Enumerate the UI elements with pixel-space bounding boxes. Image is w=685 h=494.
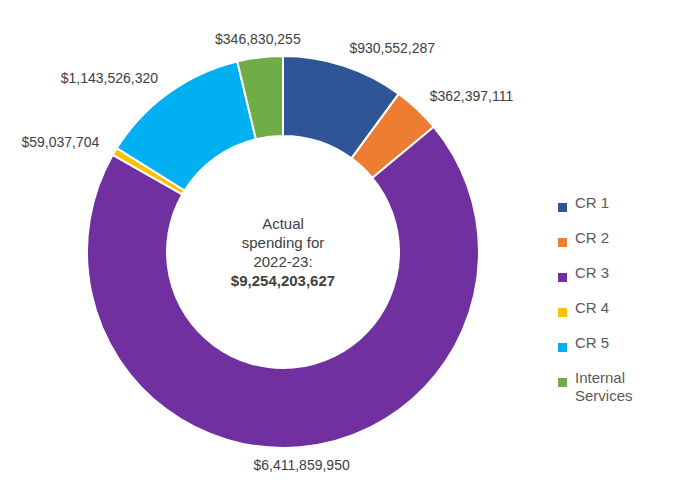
slice [87,127,479,448]
legend-entry: CR 5 [575,334,609,351]
legend-entry: InternalServices [575,369,633,404]
text-line: Internal [575,369,625,386]
center-label: Actual spending for 2022-23: [242,215,325,270]
legend-entry: CR 3 [575,264,609,281]
legend-swatch [558,238,567,247]
legend-entry: CR 4 [575,299,609,316]
legend-swatch [558,378,567,387]
legend-entry: CR 2 [575,229,609,246]
text-line: Actual [262,215,304,232]
legend-swatch [558,343,567,352]
text-line: CR 4 [575,299,609,316]
legend: CR 1 CR 2 CR 3 CR 4 CR 5 InternalServices [558,194,633,404]
slice [237,56,283,139]
text-line: CR 1 [575,194,609,211]
legend-entry: CR 1 [575,194,609,211]
text-line: CR 2 [575,229,609,246]
data-label: $6,411,859,950 [253,457,349,473]
center-value: $9,254,203,627 [231,272,335,289]
plot [87,56,479,448]
data-label: $362,397,111 [430,88,514,104]
legend-swatch [558,203,567,212]
text-line: Services [575,387,633,404]
data-label: $930,552,287 [349,40,435,56]
text-line: CR 5 [575,334,609,351]
text-line: CR 3 [575,264,609,281]
data-label: $346,830,255 [215,31,301,47]
legend-swatch [558,273,567,282]
text-line: 2022-23: [253,253,312,270]
data-label: $59,037,704 [21,134,99,150]
data-labels: $930,552,287 $362,397,111 $6,411,859,950 $5… [21,31,513,473]
text-line: spending for [242,234,325,251]
data-label: $1,143,526,320 [61,70,159,86]
chart: $930,552,287 $362,397,111 $6,411,859,950 $5… [0,0,685,494]
slices [87,56,479,448]
legend-swatch [558,308,567,317]
